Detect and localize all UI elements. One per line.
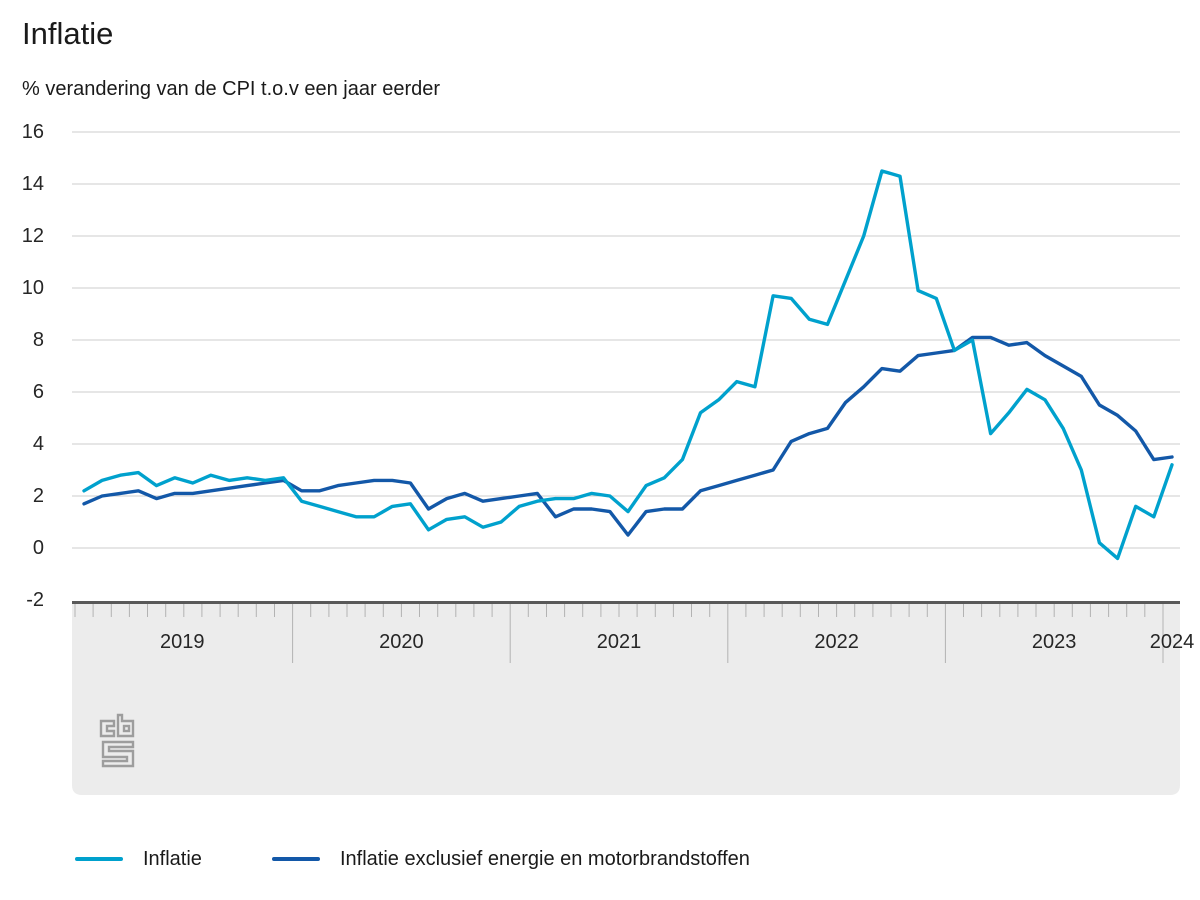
legend: Inflatie Inflatie exclusief energie en m… (0, 844, 1200, 874)
y-axis-tick-label: 12 (21, 225, 44, 247)
x-axis-year-label: 2021 (596, 631, 642, 653)
legend-swatch-kerninflatie-icon (272, 857, 320, 861)
x-axis-year-label: 2019 (160, 631, 205, 653)
x-axis-band (72, 604, 1180, 795)
cbs-logo-c (99, 719, 116, 738)
legend-item-kerninflatie[interactable]: Inflatie exclusief energie en motorbrand… (272, 844, 750, 874)
cbs-logo-s (101, 740, 135, 768)
series-line-kerninflatie (82, 335, 1174, 537)
y-axis-tick-label: 4 (32, 433, 44, 455)
y-axis-tick-label: 10 (21, 277, 44, 299)
chart-subtitle: % verandering van de CPI t.o.v een jaar … (22, 78, 441, 100)
series-line-inflatie (82, 169, 1174, 561)
y-axis-tick-label: 6 (32, 381, 44, 403)
x-axis-year-label: 2020 (379, 631, 424, 653)
y-axis-tick-label: 2 (32, 485, 44, 507)
y-axis-tick-label: 8 (32, 329, 44, 351)
legend-label-kerninflatie: Inflatie exclusief energie en motorbrand… (340, 847, 750, 870)
x-axis-year-label: 2022 (814, 631, 859, 653)
legend-swatch-inflatie-icon (75, 857, 123, 861)
cbs-logo-icon (99, 713, 135, 768)
legend-item-inflatie[interactable]: Inflatie (75, 844, 202, 874)
y-axis-tick-label: 16 (21, 121, 44, 143)
x-axis-year-label: 2024 (1149, 631, 1195, 653)
x-axis-line (72, 601, 1180, 604)
y-axis-tick-label: 0 (32, 537, 44, 559)
y-axis-tick-label: -2 (26, 589, 44, 611)
cbs-logo-b-hole (122, 724, 131, 733)
legend-label-inflatie: Inflatie (143, 847, 202, 870)
cbs-logo-b (116, 713, 135, 738)
y-axis-tick-label: 14 (21, 173, 44, 195)
chart-title: Inflatie (22, 16, 114, 51)
x-axis-year-label: 2023 (1031, 631, 1077, 653)
